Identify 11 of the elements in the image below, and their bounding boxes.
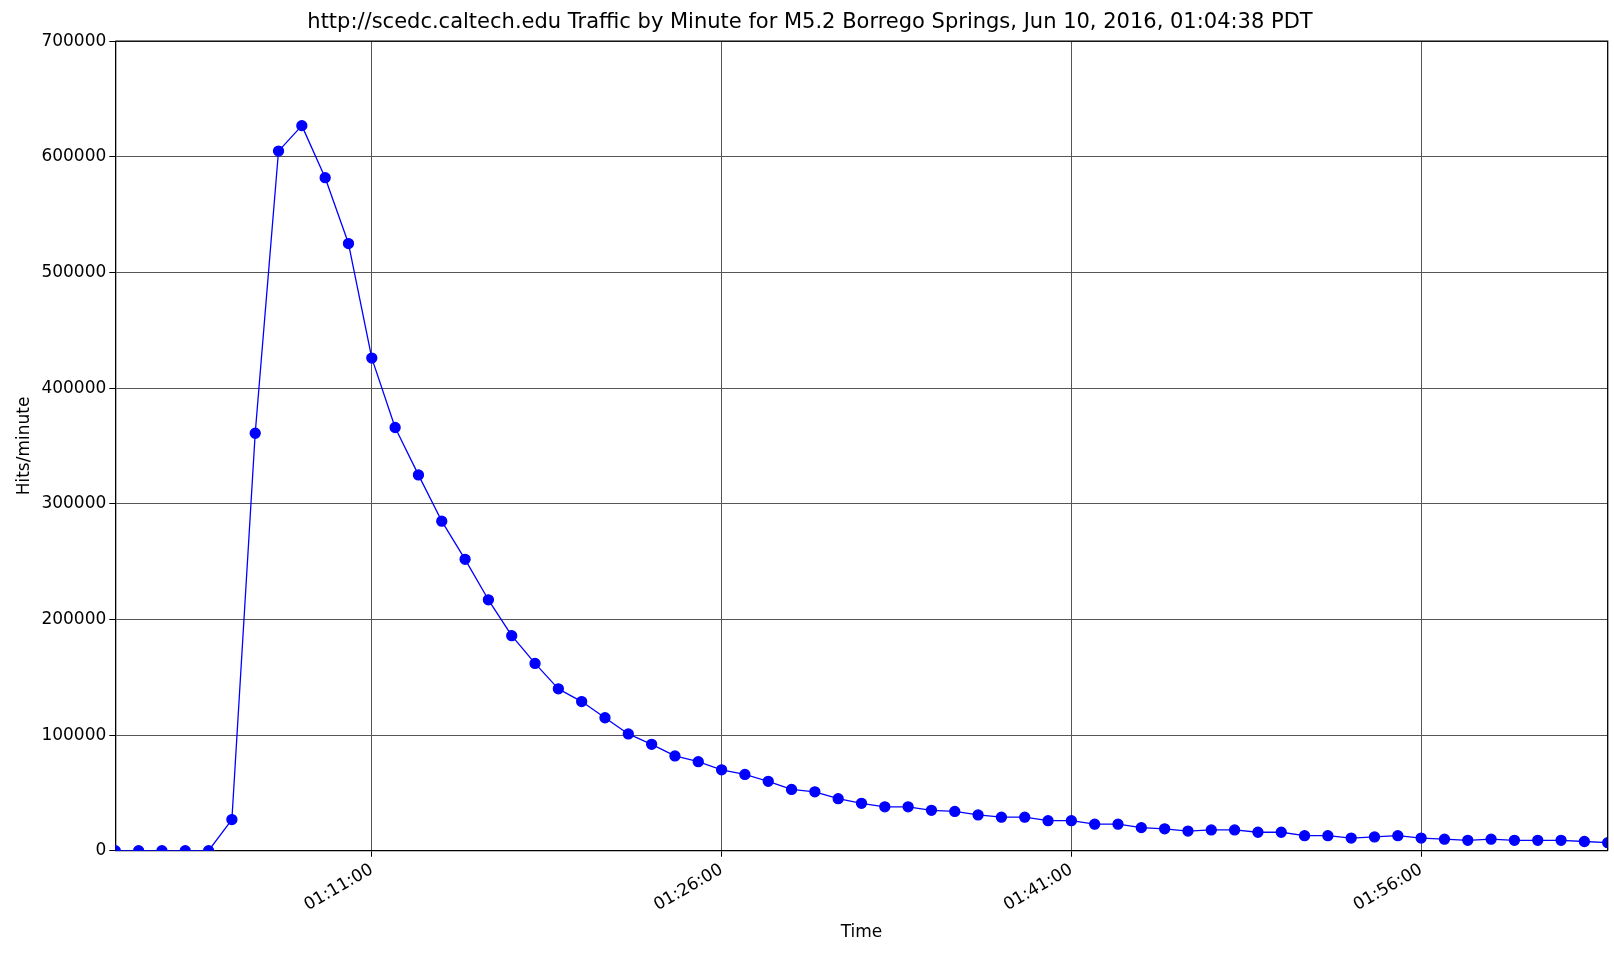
y-tick-label: 700000	[41, 29, 107, 50]
y-tick-label: 0	[95, 839, 107, 860]
y-tick-label: 200000	[41, 607, 107, 628]
y-tick-label: 300000	[41, 492, 107, 513]
y-tick-label: 400000	[41, 376, 107, 397]
y-tick-label: 600000	[41, 145, 107, 166]
x-axis-title: Time	[839, 921, 883, 942]
y-tick-label: 500000	[41, 260, 107, 281]
y-tick-label: 100000	[41, 723, 107, 744]
chart-title: http://scedc.caltech.edu Traffic by Minute for M5.2 Borrego Springs, Jun 10, 2016, 01:04:38 PDT	[307, 9, 1313, 34]
y-axis-title: Hits/minute	[12, 396, 33, 496]
